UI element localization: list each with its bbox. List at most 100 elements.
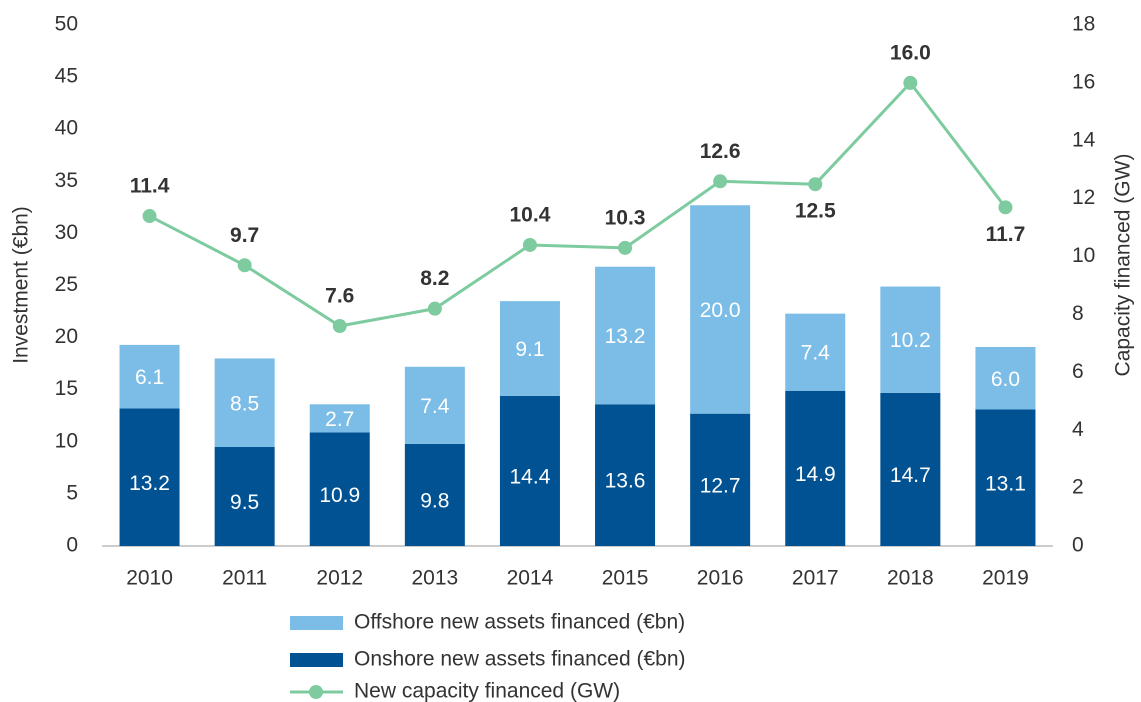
- line-point: [142, 209, 157, 224]
- line: [148, 80, 1007, 328]
- y-tick-label: 5: [66, 481, 78, 504]
- legend-marker: [309, 685, 323, 699]
- bar: [785, 390, 846, 546]
- bar-value-label: 9.5: [230, 491, 259, 514]
- bar: [880, 286, 941, 393]
- bar-value-label: 10.9: [319, 484, 360, 507]
- line-point: [903, 75, 918, 90]
- bar-value-label: 13.2: [129, 472, 170, 495]
- y2-axis-label: Capacity financed (GW): [1112, 154, 1135, 377]
- line-point: [237, 258, 252, 273]
- bar: [309, 432, 370, 546]
- line-value-label: 7.6: [325, 285, 354, 308]
- line-value-label: 9.7: [230, 224, 259, 247]
- y-tick-label: 40: [55, 117, 78, 140]
- x-tick-label: 2013: [411, 567, 458, 590]
- bar: [880, 392, 941, 546]
- x-tick-label: 2016: [697, 567, 744, 590]
- legend-label: New capacity financed (GW): [354, 680, 620, 702]
- y-tick-label: 45: [55, 65, 78, 88]
- bar: [499, 301, 560, 396]
- bar-value-label: 13.2: [605, 325, 646, 348]
- line-point: [522, 237, 537, 252]
- y-tick-label: 50: [55, 13, 78, 36]
- bar: [595, 404, 656, 546]
- bar: [690, 413, 751, 546]
- y-tick-label: 30: [55, 221, 78, 244]
- line-point: [713, 174, 728, 189]
- line-value-label: 12.5: [795, 200, 836, 223]
- y-axis-label: Investment (€bn): [10, 206, 33, 364]
- y-tick-label: 0: [66, 534, 78, 557]
- x-tick-label: 2010: [126, 567, 173, 590]
- y-tick-label: 10: [55, 429, 78, 452]
- bar-value-label: 6.0: [991, 368, 1020, 391]
- bar-value-label: 10.2: [890, 329, 931, 352]
- bar: [975, 346, 1036, 410]
- bar-value-label: 12.7: [700, 474, 741, 497]
- x-tick-label: 2012: [316, 567, 363, 590]
- bar: [309, 404, 370, 433]
- bar: [975, 409, 1036, 546]
- bar: [119, 408, 180, 546]
- y2-tick-label: 10: [1072, 244, 1095, 267]
- x-tick-label: 2018: [887, 567, 934, 590]
- bar: [119, 344, 180, 409]
- line-value-label: 11.4: [130, 175, 170, 198]
- x-tick-label: 2011: [222, 567, 267, 590]
- bar-value-label: 13.6: [605, 470, 646, 493]
- y2-tick-label: 4: [1072, 418, 1084, 441]
- line-value-label: 12.6: [700, 140, 741, 163]
- line-value-label: 10.4: [510, 204, 551, 227]
- bar-value-label: 14.4: [510, 466, 551, 489]
- legend-swatch: [290, 653, 343, 667]
- bar: [404, 443, 465, 546]
- line-point: [808, 177, 823, 192]
- legend-label: Onshore new assets financed (€bn): [354, 648, 686, 671]
- y2-tick-label: 6: [1072, 360, 1084, 383]
- bar-value-label: 2.7: [325, 408, 354, 431]
- line-value-label: 10.3: [605, 206, 646, 229]
- y2-tick-label: 2: [1072, 476, 1084, 499]
- legend-label: Offshore new assets financed (€bn): [354, 611, 685, 634]
- y2-tick-label: 18: [1072, 13, 1095, 36]
- bar: [690, 205, 751, 414]
- y2-tick-label: 16: [1072, 70, 1095, 93]
- bar-value-label: 7.4: [420, 395, 450, 418]
- bar: [595, 266, 656, 405]
- x-tick-label: 2017: [792, 567, 839, 590]
- line-point: [618, 240, 633, 255]
- bar: [214, 447, 275, 546]
- y-tick-label: 25: [55, 273, 78, 296]
- x-tick-label: 2019: [982, 567, 1029, 590]
- line-value-label: 8.2: [420, 267, 449, 290]
- y2-tick-label: 0: [1072, 534, 1084, 557]
- line-value-label: 16.0: [890, 41, 931, 64]
- y2-tick-label: 12: [1072, 186, 1095, 209]
- bar-value-label: 6.1: [135, 366, 164, 389]
- y-tick-label: 15: [55, 377, 78, 400]
- bar-value-label: 9.8: [420, 489, 449, 512]
- y-tick-label: 35: [55, 169, 78, 192]
- x-tick-label: 2015: [602, 567, 649, 590]
- line-point: [998, 200, 1013, 215]
- legend-swatch: [290, 616, 343, 630]
- bar: [785, 313, 846, 391]
- bar-value-label: 14.9: [795, 463, 836, 486]
- x-tick-label: 2014: [507, 567, 554, 590]
- line-point: [427, 301, 442, 316]
- bar-value-label: 8.5: [230, 392, 259, 415]
- line-point: [332, 319, 347, 334]
- y2-tick-label: 8: [1072, 302, 1084, 325]
- y2-tick-label: 14: [1072, 128, 1096, 151]
- bar-value-label: 20.0: [700, 299, 741, 322]
- bar-value-label: 13.1: [985, 472, 1026, 495]
- bar: [499, 395, 560, 546]
- bar-value-label: 7.4: [801, 342, 831, 365]
- line-value-label: 11.7: [986, 223, 1026, 246]
- bar-value-label: 14.7: [890, 464, 931, 487]
- bar: [214, 358, 275, 448]
- bar: [404, 366, 465, 444]
- bar-value-label: 9.1: [515, 338, 544, 361]
